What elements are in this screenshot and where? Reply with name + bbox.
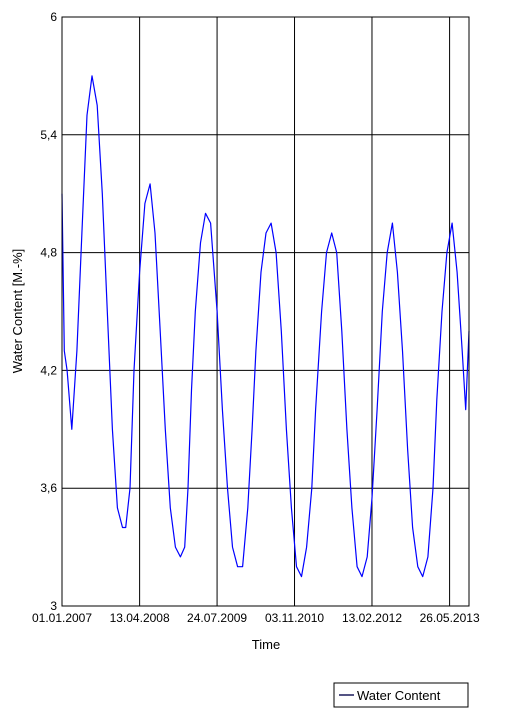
- x-tick-label: 13.02.2012: [342, 611, 402, 625]
- y-axis: 3 3,6 4,2 4,8 5,4 6: [40, 10, 57, 613]
- y-axis-label: Water Content [M.-%]: [10, 249, 25, 374]
- legend-label: Water Content: [357, 688, 441, 703]
- x-tick-label: 26.05.2013: [420, 611, 480, 625]
- plot-frame: [61, 16, 470, 607]
- y-tick-label: 5,4: [40, 128, 57, 142]
- x-tick-label: 03.11.2010: [265, 611, 324, 625]
- y-tick-label: 3,6: [40, 481, 57, 495]
- y-tick-label: 3: [50, 599, 57, 613]
- legend-box: [333, 682, 469, 708]
- y-tick-label: 6: [50, 10, 57, 24]
- y-tick-label: 4,8: [40, 246, 57, 260]
- plot-background: [62, 17, 469, 606]
- legend: Water Content: [333, 682, 469, 708]
- x-tick-label: 01.01.2007: [32, 611, 92, 625]
- y-tick-label: 4,2: [40, 363, 57, 377]
- x-tick-label: 24.07.2009: [187, 611, 247, 625]
- x-tick-label: 13.04.2008: [110, 611, 170, 625]
- x-axis-label: Time: [252, 637, 280, 652]
- series-line-water-content: [61, 75, 470, 578]
- x-axis: 01.01.2007 13.04.2008 24.07.2009 03.11.2010…: [32, 611, 480, 625]
